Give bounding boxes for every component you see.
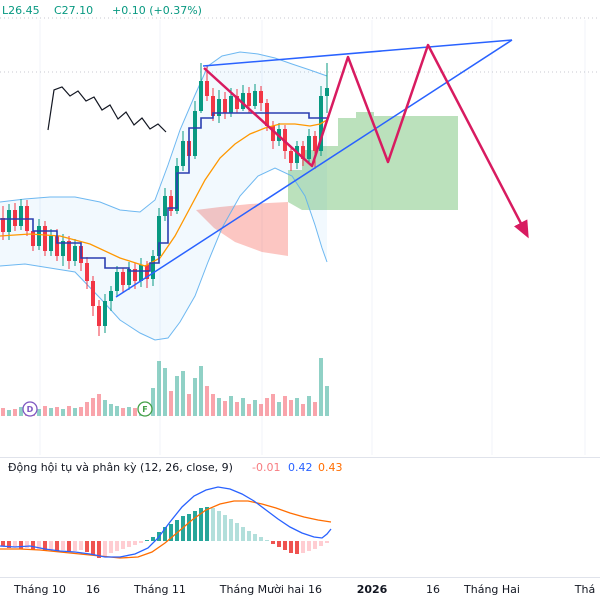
drawings-layer[interactable] bbox=[115, 39, 529, 298]
event-marker-label: D bbox=[27, 405, 34, 414]
time-axis-label: Tháng 10 bbox=[13, 583, 66, 596]
time-axis[interactable]: Tháng 10 16 Tháng 11 Tháng Mười hai 16 2026 16… bbox=[13, 583, 595, 596]
macd-signal-value: 0.43 bbox=[318, 461, 343, 474]
ohlc-low-value: L26.45 bbox=[2, 4, 40, 17]
time-axis-label: 2026 bbox=[357, 583, 388, 596]
time-axis-label: Thá bbox=[574, 583, 595, 596]
time-axis-label: 16 bbox=[86, 583, 100, 596]
macd-indicator-title[interactable]: Động hội tụ và phân kỳ (12, 26, close, 9… bbox=[8, 461, 233, 474]
trend-line[interactable] bbox=[115, 39, 513, 298]
macd-line-value: 0.42 bbox=[288, 461, 313, 474]
time-axis-label: 16 bbox=[308, 583, 322, 596]
macd-hist-value: -0.01 bbox=[252, 461, 280, 474]
time-axis-label: Tháng 11 bbox=[133, 583, 186, 596]
event-marker-label: F bbox=[142, 405, 147, 414]
time-axis-label: 16 bbox=[426, 583, 440, 596]
event-marker-D[interactable]: D bbox=[22, 401, 38, 417]
volume-layer bbox=[1, 358, 329, 416]
overlay-lines-layer bbox=[0, 86, 328, 272]
ichimoku-cloud-layer bbox=[196, 112, 458, 256]
projection-zigzag-arrow[interactable] bbox=[203, 43, 529, 239]
event-marker-F[interactable]: F bbox=[137, 401, 153, 417]
price-change-value: +0.10 (+0.37%) bbox=[112, 4, 202, 17]
ohlc-close-value: C27.10 bbox=[54, 4, 93, 17]
time-axis-label: Tháng Hai bbox=[463, 583, 520, 596]
trend-line[interactable] bbox=[202, 39, 513, 67]
macd-pane bbox=[0, 486, 332, 559]
time-axis-label: Tháng Mười hai bbox=[219, 583, 304, 596]
